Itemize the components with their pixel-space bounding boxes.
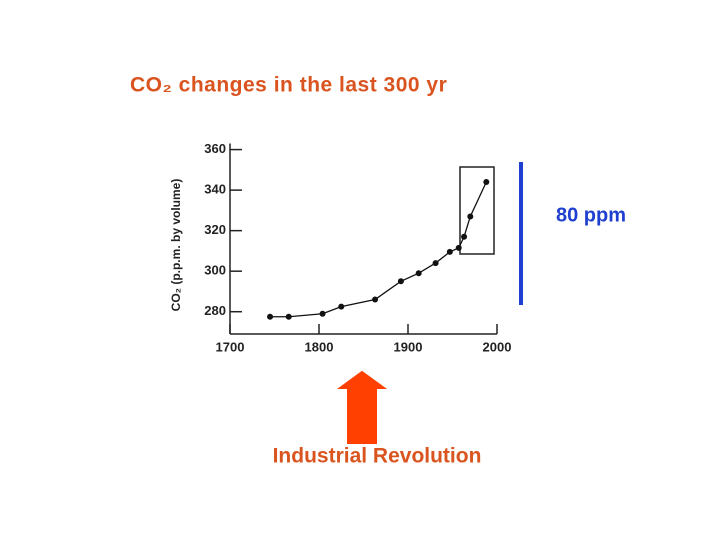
data-point — [461, 233, 468, 240]
trend-line — [270, 181, 487, 318]
data-point — [432, 260, 439, 267]
data-point — [372, 296, 379, 303]
data-point — [415, 270, 422, 277]
data-point — [338, 303, 345, 310]
slide-title: CO₂ changes in the last 300 yr — [130, 74, 447, 97]
data-point — [319, 310, 326, 317]
data-point — [267, 313, 274, 320]
x-tick-label: 1900 — [394, 339, 423, 354]
data-point — [467, 213, 474, 220]
data-point — [455, 244, 462, 251]
x-tick-label: 1700 — [216, 339, 245, 354]
data-point — [397, 278, 404, 285]
y-tick-label: 300 — [204, 263, 226, 278]
y-axis-label: CO₂ (p.p.m. by volume) — [169, 179, 183, 312]
arrow-label: Industrial Revolution — [273, 445, 482, 468]
data-point — [285, 313, 292, 320]
y-tick-label: 320 — [204, 222, 226, 237]
arrow — [336, 370, 388, 444]
data-point — [483, 179, 490, 186]
data-point — [446, 248, 453, 255]
y-tick-label: 360 — [204, 141, 226, 156]
x-tick-label: 2000 — [483, 339, 512, 354]
x-tick-label: 1800 — [305, 339, 334, 354]
range-label: 80 ppm — [556, 204, 626, 226]
highlight-box — [459, 166, 495, 255]
y-tick-label: 280 — [204, 303, 226, 318]
y-tick-label: 340 — [204, 182, 226, 197]
